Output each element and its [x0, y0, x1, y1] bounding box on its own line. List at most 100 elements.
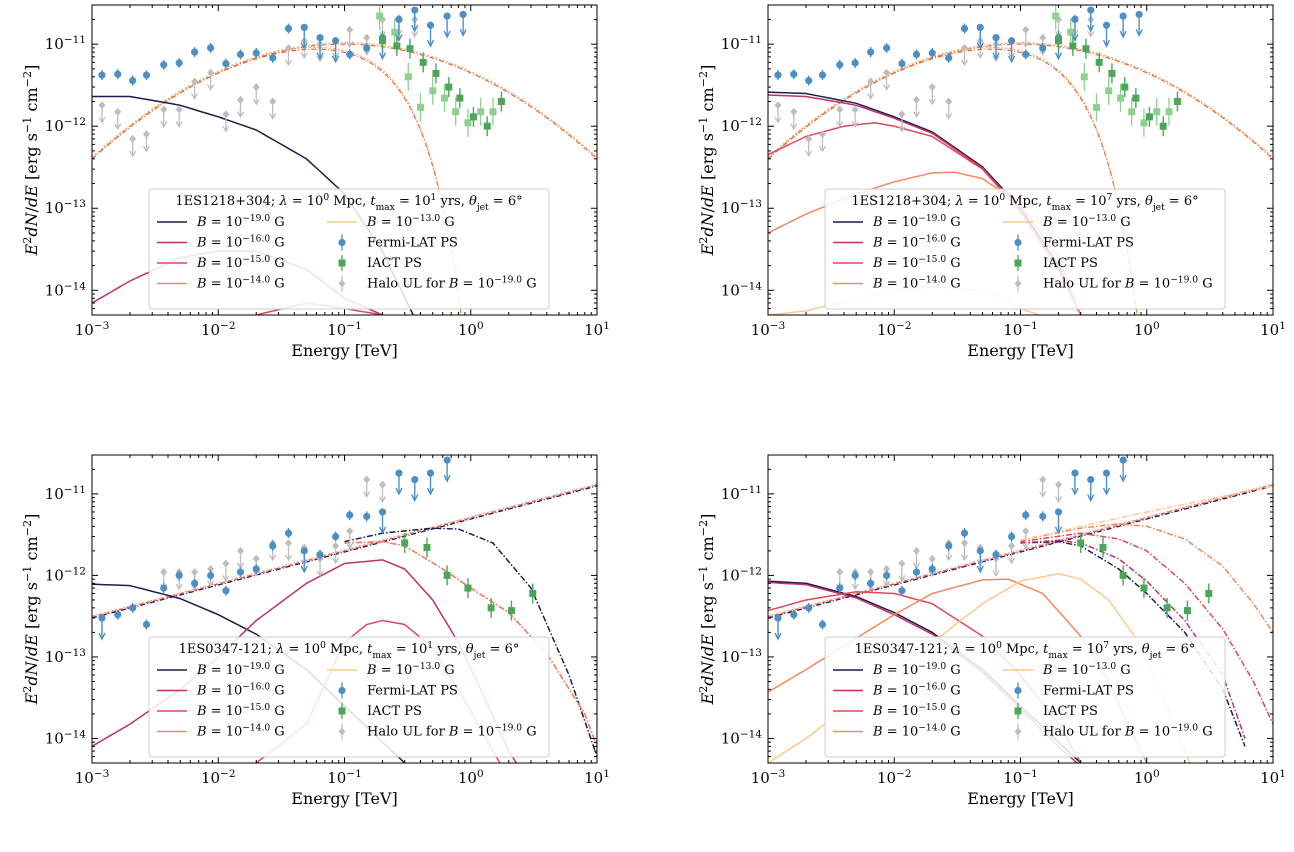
halo-ul-point	[363, 475, 371, 498]
fermi-point	[395, 469, 403, 496]
legend-marker	[338, 238, 346, 247]
x-tick-label: 10−3	[751, 320, 786, 339]
intrinsic-powerlaw-line	[92, 483, 597, 617]
y-tick-label: 10−12	[45, 116, 86, 135]
fermi-point	[1007, 37, 1016, 64]
fermi-point	[1102, 21, 1111, 48]
fermi-point	[1087, 475, 1095, 503]
halo-ul-point	[160, 105, 168, 128]
fermi-point	[443, 12, 451, 39]
fermi-point	[411, 6, 419, 33]
iact-point-faint	[1093, 93, 1101, 122]
fermi-point	[912, 49, 921, 60]
intrinsic-powerlaw-line	[92, 485, 597, 619]
iact-point	[1119, 565, 1127, 586]
fermi-point	[98, 70, 106, 81]
intrinsic-powerlaw-line	[768, 485, 1273, 619]
fermi-point	[818, 619, 827, 630]
iact-point-faint	[417, 93, 425, 122]
fermi-point	[300, 23, 308, 50]
iact-point-faint	[452, 97, 460, 126]
iact-point	[1132, 88, 1140, 109]
halo-ul-point	[945, 97, 953, 120]
iact-point-faint	[464, 108, 472, 137]
y-axis-label: E2dN/dE [erg s−1 cm−2]	[21, 514, 42, 706]
fermi-point	[883, 570, 891, 581]
absorbed-spectrum-line	[92, 46, 462, 315]
iact-point	[1082, 38, 1090, 59]
fermi-point	[191, 578, 199, 589]
iact-point-faint	[391, 18, 399, 47]
x-tick-label: 10−2	[201, 768, 236, 787]
legend-marker	[338, 727, 346, 736]
observed-spectrum-line	[1020, 485, 1273, 542]
legend-title: 1ES0347-121; λ = 100 Mpc, tmax = 107 yrs…	[855, 641, 1196, 661]
fermi-point	[459, 10, 467, 38]
fermi-point	[346, 49, 354, 60]
iact-point-faint	[1080, 62, 1088, 91]
legend-box	[824, 188, 1226, 310]
y-tick-label: 10−14	[45, 280, 87, 299]
halo-ul-point	[1022, 527, 1030, 550]
fermi-point	[443, 456, 451, 483]
halo-ul-point	[129, 134, 137, 158]
panel-c: 10−3 10−2 10−1 100 101 10−14 10−13 10−12 10−11 En…	[21, 454, 610, 808]
legend-entry-label: B = 10−14.0 G	[872, 276, 961, 292]
x-axis-label: Energy [TeV]	[291, 341, 397, 360]
halo-ul-point	[191, 77, 199, 100]
x-tick-label: 10−1	[327, 768, 362, 787]
iact-point-faint	[1153, 97, 1161, 126]
iact-point	[483, 116, 491, 137]
iact-point	[487, 597, 495, 618]
iact-point	[401, 532, 409, 553]
halo-ul-point	[252, 83, 260, 106]
fermi-point	[790, 609, 798, 620]
legend-entry-label: Halo UL for B = 10−19.0 G	[1043, 724, 1213, 740]
halo-ul-point	[898, 559, 906, 582]
fermi-point	[1022, 49, 1030, 60]
halo-ul-point	[883, 68, 891, 91]
intrinsic-spectrum-line	[92, 43, 597, 160]
absorbed-spectrum-line	[768, 46, 1138, 315]
fermi-point	[300, 547, 308, 574]
fermi-point	[207, 42, 215, 53]
legend-entry-label: IACT PS	[1043, 256, 1098, 271]
y-tick-label: 10−11	[45, 34, 86, 53]
fermi-point	[331, 531, 340, 542]
legend-marker	[1014, 238, 1022, 247]
observed-spectrum-line	[344, 527, 597, 757]
legend-marker	[1014, 279, 1022, 288]
iact-point	[443, 565, 451, 586]
fermi-point	[1119, 456, 1127, 483]
fermi-point	[992, 549, 1000, 560]
x-tick-label: 10−3	[751, 768, 786, 787]
halo-ul-point	[928, 83, 936, 106]
iact-point	[1108, 63, 1116, 84]
x-tick-label: 100	[1134, 320, 1160, 339]
halo-ul-point	[790, 107, 798, 131]
fermi-point	[867, 578, 875, 589]
x-axis-label: Energy [TeV]	[967, 341, 1073, 360]
y-tick-label: 10−13	[721, 647, 762, 666]
x-tick-label: 10−2	[877, 768, 912, 787]
y-tick-label: 10−12	[721, 565, 762, 584]
y-tick-label: 10−14	[721, 728, 763, 747]
x-axis-label: Energy [TeV]	[291, 789, 397, 808]
legend: 1ES0347-121; λ = 100 Mpc, tmax = 101 yrs…	[148, 636, 550, 758]
fermi-point	[836, 59, 844, 70]
iact-point-faint	[1128, 97, 1136, 126]
y-axis-label: E2dN/dE [erg s−1 cm−2]	[697, 65, 718, 257]
fermi-point	[805, 602, 813, 613]
absorbed-spectrum-line	[92, 48, 462, 315]
iact-point	[419, 52, 427, 73]
legend-title: 1ES0347-121; λ = 100 Mpc, tmax = 101 yrs…	[179, 641, 520, 661]
x-tick-label: 10−1	[327, 320, 362, 339]
intrinsic-powerlaw-line	[768, 483, 1273, 617]
x-tick-label: 100	[1134, 768, 1160, 787]
fermi-point	[945, 540, 953, 551]
halo-ul-point	[207, 68, 215, 91]
fermi-point	[284, 23, 293, 34]
iact-point	[406, 38, 414, 59]
fermi-point	[426, 469, 435, 496]
fermi-point	[774, 614, 782, 641]
